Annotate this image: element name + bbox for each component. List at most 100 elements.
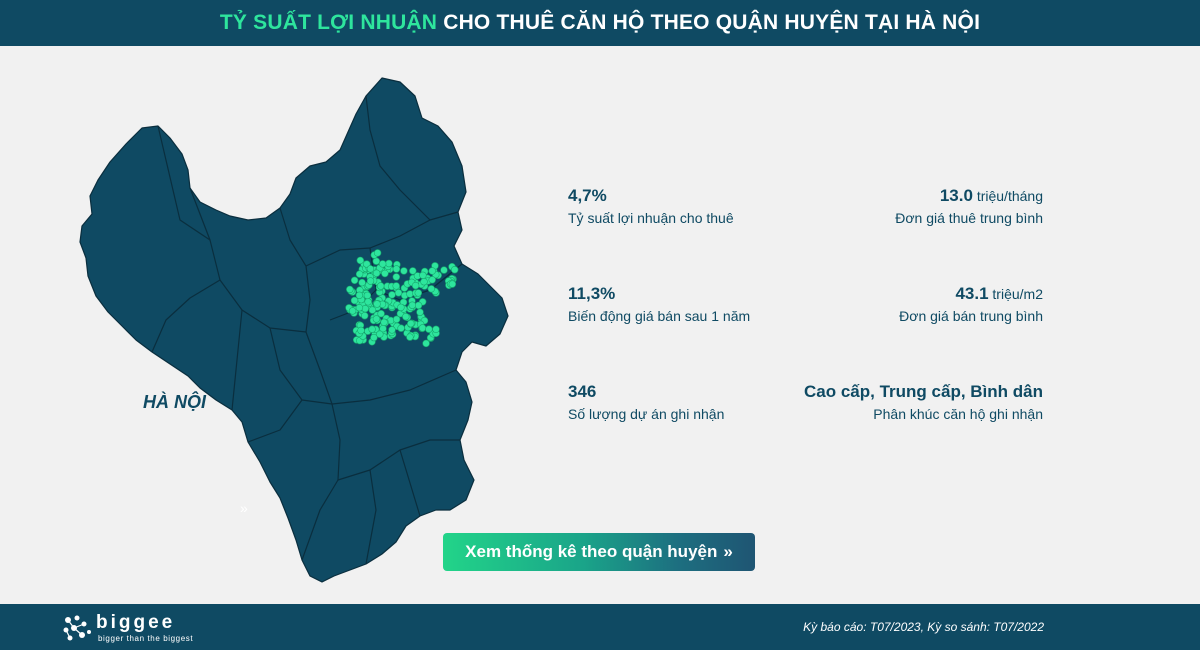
project-marker[interactable] [402,313,410,321]
project-marker[interactable] [368,325,376,333]
stat-project-count: 346 Số lượng dự án ghi nhận [568,382,724,422]
project-marker[interactable] [422,339,430,348]
hanoi-district-map[interactable]: HÀ NỘI » [70,70,540,590]
project-marker[interactable] [368,306,377,314]
project-marker[interactable] [419,271,427,280]
project-marker[interactable] [406,333,414,341]
stat-unit: triệu/tháng [972,188,1043,204]
project-marker[interactable] [363,291,372,300]
project-marker[interactable] [394,289,403,297]
project-marker[interactable] [379,325,387,333]
project-marker[interactable] [440,266,448,274]
project-marker[interactable] [414,301,423,310]
project-marker[interactable] [366,265,375,273]
project-marker[interactable] [356,256,364,265]
project-marker[interactable] [388,291,396,299]
map-chevron-icon: » [240,500,248,516]
stat-price-change: 11,3% Biến động giá bán sau 1 năm [568,284,750,324]
project-marker[interactable] [385,259,393,268]
project-marker[interactable] [355,291,364,300]
project-marker[interactable] [379,260,387,268]
project-marker[interactable] [425,325,433,333]
project-marker[interactable] [377,282,385,290]
stat-label: Đơn giá thuê trung bình [895,210,1043,226]
project-marker[interactable] [432,325,440,333]
page-title: TỶ SUẤT LỢI NHUẬN CHO THUÊ CĂN HỘ THEO Q… [220,11,980,35]
project-marker[interactable] [372,269,381,277]
view-district-stats-button[interactable]: Xem thống kê theo quận huyện » [443,533,755,571]
project-marker[interactable] [370,333,378,342]
project-marker[interactable] [373,300,381,308]
project-marker[interactable] [355,270,364,278]
project-markers [345,249,459,348]
project-marker[interactable] [380,318,388,327]
district-border [399,449,421,517]
project-marker[interactable] [388,326,396,334]
project-marker[interactable] [361,312,369,320]
page-header: TỶ SUẤT LỢI NHUẬN CHO THUÊ CĂN HỘ THEO Q… [0,0,1200,46]
project-marker[interactable] [392,282,400,290]
project-marker[interactable] [348,307,357,315]
project-marker[interactable] [346,285,354,294]
district-border [331,369,457,405]
stat-segments: Cao cấp, Trung cấp, Bình dân Phân khúc c… [804,382,1043,422]
stat-label: Số lượng dự án ghi nhận [568,406,725,422]
project-marker[interactable] [409,267,417,275]
page-title-accent: TỶ SUẤT LỢI NHUẬN [219,11,438,34]
stat-label: Đơn giá bán trung bình [899,308,1043,324]
project-marker[interactable] [392,265,401,273]
district-border [157,125,211,241]
project-marker[interactable] [372,257,380,265]
stat-value: 43.1 [955,284,989,303]
district-border [269,327,333,405]
brand-logo-mark-icon [63,615,91,641]
project-marker[interactable] [414,289,422,297]
district-border [365,95,431,221]
project-marker[interactable] [392,315,401,324]
project-marker[interactable] [427,285,435,293]
project-marker[interactable] [373,249,382,257]
project-marker[interactable] [392,273,400,281]
page-footer: biggee bigger than the biggest Kỳ báo cá… [0,604,1200,650]
brand-name: biggee [96,612,176,633]
stat-label: Phân khúc căn hộ ghi nhận [873,406,1043,422]
project-marker[interactable] [366,277,375,285]
project-marker[interactable] [358,278,366,287]
project-marker[interactable] [407,319,415,328]
project-marker[interactable] [377,310,385,318]
cta-label: Xem thống kê theo quận huyện [465,542,718,561]
district-border [305,211,459,267]
project-marker[interactable] [397,303,405,312]
project-marker[interactable] [451,266,459,274]
hanoi-map-svg[interactable] [70,70,540,590]
project-marker[interactable] [428,267,436,275]
stat-unit: triệu/m2 [988,286,1043,302]
project-marker[interactable] [428,276,436,284]
project-marker[interactable] [416,308,424,316]
project-marker[interactable] [408,301,416,309]
stat-value: 4,7% [568,186,607,205]
stat-value: 13.0 [939,186,973,205]
stat-avg-rent: 13.0 triệu/tháng Đơn giá thuê trung bình [895,186,1043,226]
project-marker[interactable] [418,324,427,332]
project-marker[interactable] [364,298,372,306]
project-marker[interactable] [376,330,384,338]
stat-avg-price: 43.1 triệu/m2 Đơn giá bán trung bình [899,284,1043,324]
district-border [365,469,377,565]
project-marker[interactable] [355,304,364,312]
project-marker[interactable] [411,281,420,290]
stat-value: 346 [568,382,597,401]
project-marker[interactable] [400,267,408,275]
brand-logo[interactable]: biggee bigger than the biggest [62,612,222,646]
project-marker[interactable] [381,269,389,278]
project-marker[interactable] [397,324,405,332]
project-marker[interactable] [350,276,359,285]
report-period: Kỳ báo cáo: T07/2023, Kỳ so sánh: T07/20… [803,620,1044,634]
project-marker[interactable] [350,296,359,305]
project-marker[interactable] [357,326,365,335]
project-marker[interactable] [420,278,428,286]
map-region-label: HÀ NỘI [143,392,206,412]
district-border [151,279,221,353]
project-marker[interactable] [448,280,456,288]
project-marker[interactable] [372,315,381,323]
